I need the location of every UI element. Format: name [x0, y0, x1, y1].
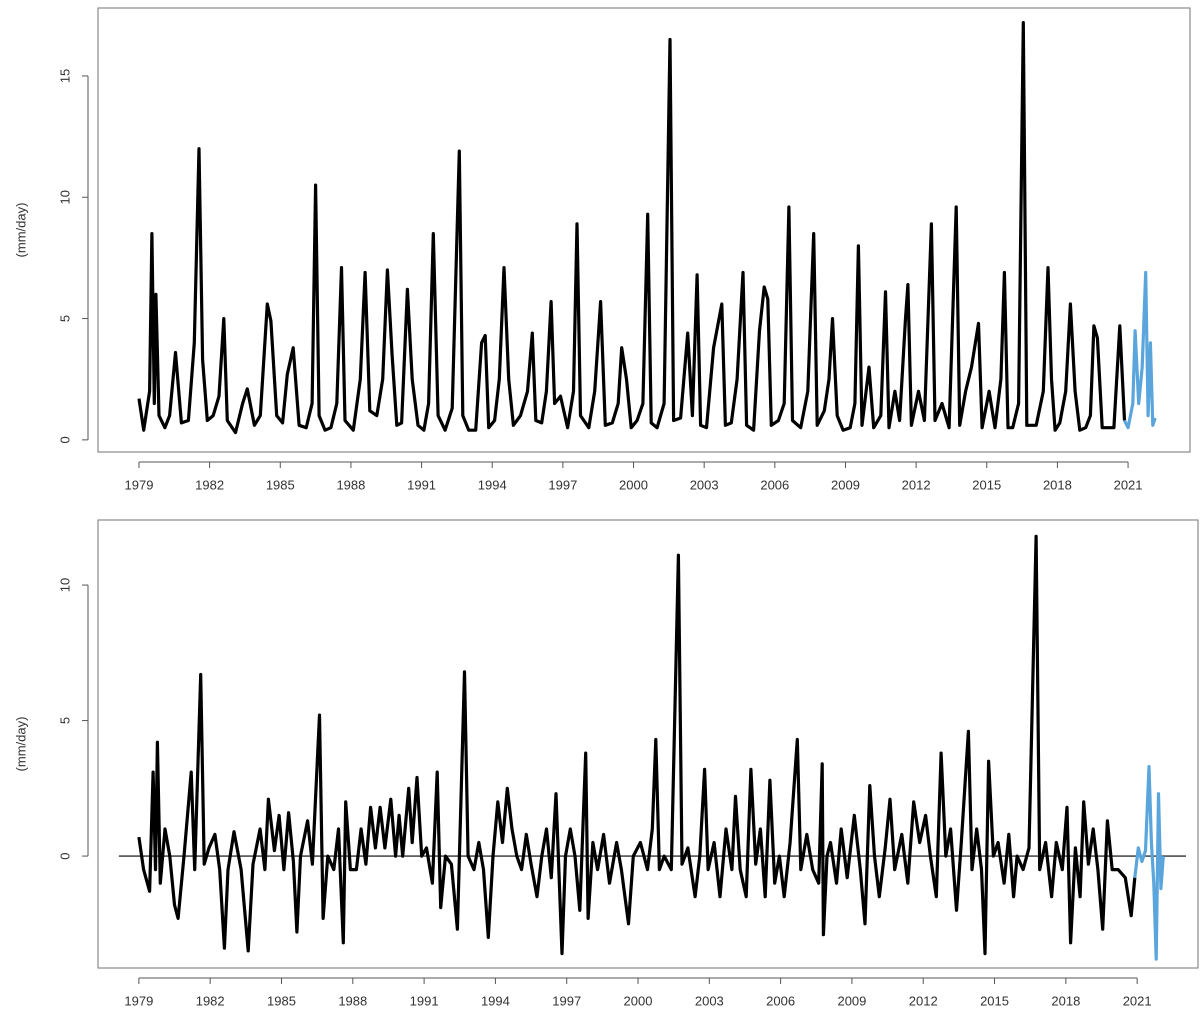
y-axis-label: (mm/day): [13, 717, 28, 772]
x-tick-label: 2012: [902, 477, 931, 492]
x-tick-label: 2009: [837, 993, 866, 1008]
y-tick-label: 0: [57, 436, 72, 443]
x-tick-label: 1979: [124, 993, 153, 1008]
x-tick-label: 2009: [831, 477, 860, 492]
x-tick-label: 1997: [548, 477, 577, 492]
y-tick-label: 0: [57, 852, 72, 859]
y-axis-label: (mm/day): [13, 203, 28, 258]
x-tick-label: 2012: [909, 993, 938, 1008]
x-tick-label: 1982: [196, 993, 225, 1008]
x-tick-label: 1982: [195, 477, 224, 492]
x-tick-label: 2015: [972, 477, 1001, 492]
x-tick-label: 2021: [1114, 477, 1143, 492]
y-tick-label: 5: [57, 315, 72, 322]
x-tick-label: 1985: [266, 477, 295, 492]
x-tick-label: 1997: [552, 993, 581, 1008]
y-tick-label: 15: [57, 69, 72, 83]
x-tick-label: 2018: [1043, 477, 1072, 492]
x-tick-label: 2006: [760, 477, 789, 492]
x-tick-label: 2003: [695, 993, 724, 1008]
x-tick-label: 1988: [338, 993, 367, 1008]
data-line: [1123, 270, 1157, 430]
plot-frame: [97, 519, 1199, 969]
x-tick-label: 2000: [624, 993, 653, 1008]
x-tick-label: 2000: [619, 477, 648, 492]
y-tick-label: 10: [57, 190, 72, 204]
x-tick-label: 2003: [690, 477, 719, 492]
x-tick-label: 1991: [410, 993, 439, 1008]
x-tick-label: 2015: [980, 993, 1009, 1008]
x-tick-label: 1988: [336, 477, 365, 492]
y-tick-label: 5: [57, 717, 72, 724]
x-tick-label: 1985: [267, 993, 296, 1008]
x-tick-label: 1991: [407, 477, 436, 492]
x-tick-label: 1994: [481, 993, 510, 1008]
data-line: [137, 21, 1127, 435]
x-tick-label: 2006: [766, 993, 795, 1008]
data-line: [1133, 765, 1165, 961]
plot-frame: [97, 7, 1191, 453]
data-line: [137, 534, 1137, 956]
x-tick-label: 1979: [125, 477, 154, 492]
x-tick-label: 2021: [1123, 993, 1152, 1008]
x-tick-label: 1994: [478, 477, 507, 492]
y-tick-label: 10: [57, 578, 72, 592]
x-tick-label: 2018: [1051, 993, 1080, 1008]
